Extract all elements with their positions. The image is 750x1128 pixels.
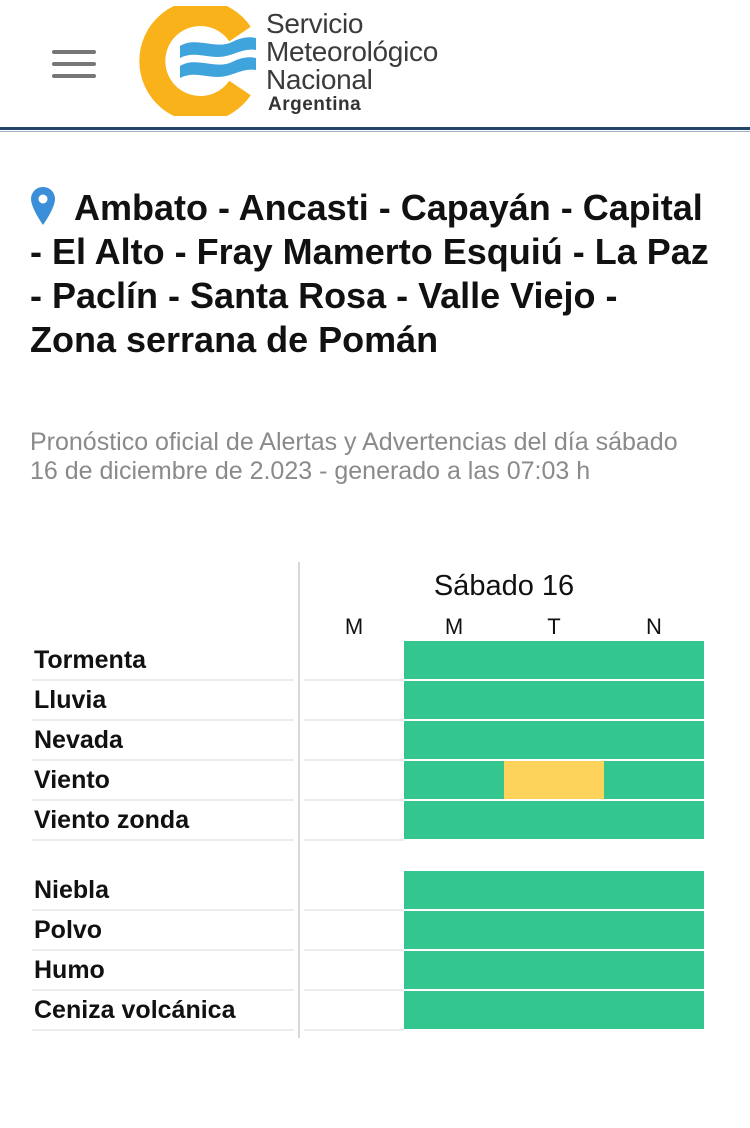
row-separator [32,839,294,841]
alert-cell-green[interactable] [504,871,604,909]
alert-cell-green[interactable] [404,681,504,719]
hamburger-icon[interactable] [52,48,96,80]
alert-cell-green[interactable] [604,721,704,759]
smn-logo[interactable]: Servicio Meteorológico Nacional Argentin… [136,6,486,116]
alert-cell-green[interactable] [504,721,604,759]
alert-cell-green[interactable] [404,721,504,759]
alert-cell-green[interactable] [404,641,504,679]
row-separator [304,839,404,841]
alert-cell-green[interactable] [504,991,604,1029]
alert-cell-green[interactable] [404,951,504,989]
site-header: Servicio Meteorológico Nacional Argentin… [0,0,750,128]
hazard-label: Ceniza volcánica [34,996,236,1024]
day-title: Sábado 16 [433,570,575,602]
alert-cell-yellow[interactable] [504,761,604,799]
alert-cell-green[interactable] [404,991,504,1029]
period-afternoon: T [547,614,561,639]
header-divider [0,127,750,130]
hazard-label: Polvo [34,916,103,944]
row-separator [304,949,404,951]
row-separator [32,719,294,721]
hazard-label: Viento [34,766,110,794]
alert-cell-green[interactable] [504,801,604,839]
period-night: N [646,614,662,639]
row-separator [304,679,404,681]
row-separator [32,679,294,681]
alert-cell-green[interactable] [604,911,704,949]
table-divider [298,562,300,1038]
hazard-label: Lluvia [34,686,107,714]
alert-cell-green[interactable] [604,951,704,989]
row-separator [304,989,404,991]
row-separator [304,1029,404,1031]
location-title: Ambato - Ancasti - Capayán - Capital - E… [30,187,709,360]
alert-cell-green[interactable] [604,991,704,1029]
alert-cell-green[interactable] [504,681,604,719]
alert-cell-green[interactable] [604,801,704,839]
alert-cell-green[interactable] [404,871,504,909]
logo-country: Argentina [268,94,362,115]
header-divider-thin [0,131,750,132]
hazard-label: Niebla [34,876,110,904]
alert-cell-green[interactable] [604,641,704,679]
period-morning: M [444,614,464,639]
alert-cell-green[interactable] [604,761,704,799]
alert-cell-green[interactable] [604,871,704,909]
row-separator [32,759,294,761]
row-separator [32,989,294,991]
row-separator [32,949,294,951]
row-separator [32,799,294,801]
hazard-label: Nevada [34,726,123,754]
row-separator [304,799,404,801]
hazard-label: Humo [34,956,105,984]
row-separator [304,759,404,761]
logo-line-1: Servicio [266,8,364,39]
location-block: Ambato - Ancasti - Capayán - Capital - E… [30,186,710,362]
row-separator [32,909,294,911]
period-morning-early: M [344,614,364,639]
logo-line-2: Meteorológico [266,36,438,67]
map-pin-icon [31,187,55,225]
row-separator [304,719,404,721]
smn-emblem-icon [139,6,256,116]
alert-cell-green[interactable] [504,911,604,949]
hazard-label: Viento zonda [34,806,190,834]
logo-line-3: Nacional [266,64,373,95]
row-separator [32,1029,294,1031]
forecast-subtitle: Pronóstico oficial de Alertas y Adverten… [30,428,678,485]
alert-cell-green[interactable] [504,951,604,989]
alert-cell-green[interactable] [404,911,504,949]
alert-cell-green[interactable] [504,641,604,679]
row-separator [304,909,404,911]
alerts-table: Sábado 16 M M T N Tormenta Lluvia Nevada Vi… [32,562,712,1042]
alert-cell-green[interactable] [404,801,504,839]
alert-cell-green[interactable] [404,761,504,799]
alert-cell-green[interactable] [604,681,704,719]
hazard-label: Tormenta [34,646,147,674]
